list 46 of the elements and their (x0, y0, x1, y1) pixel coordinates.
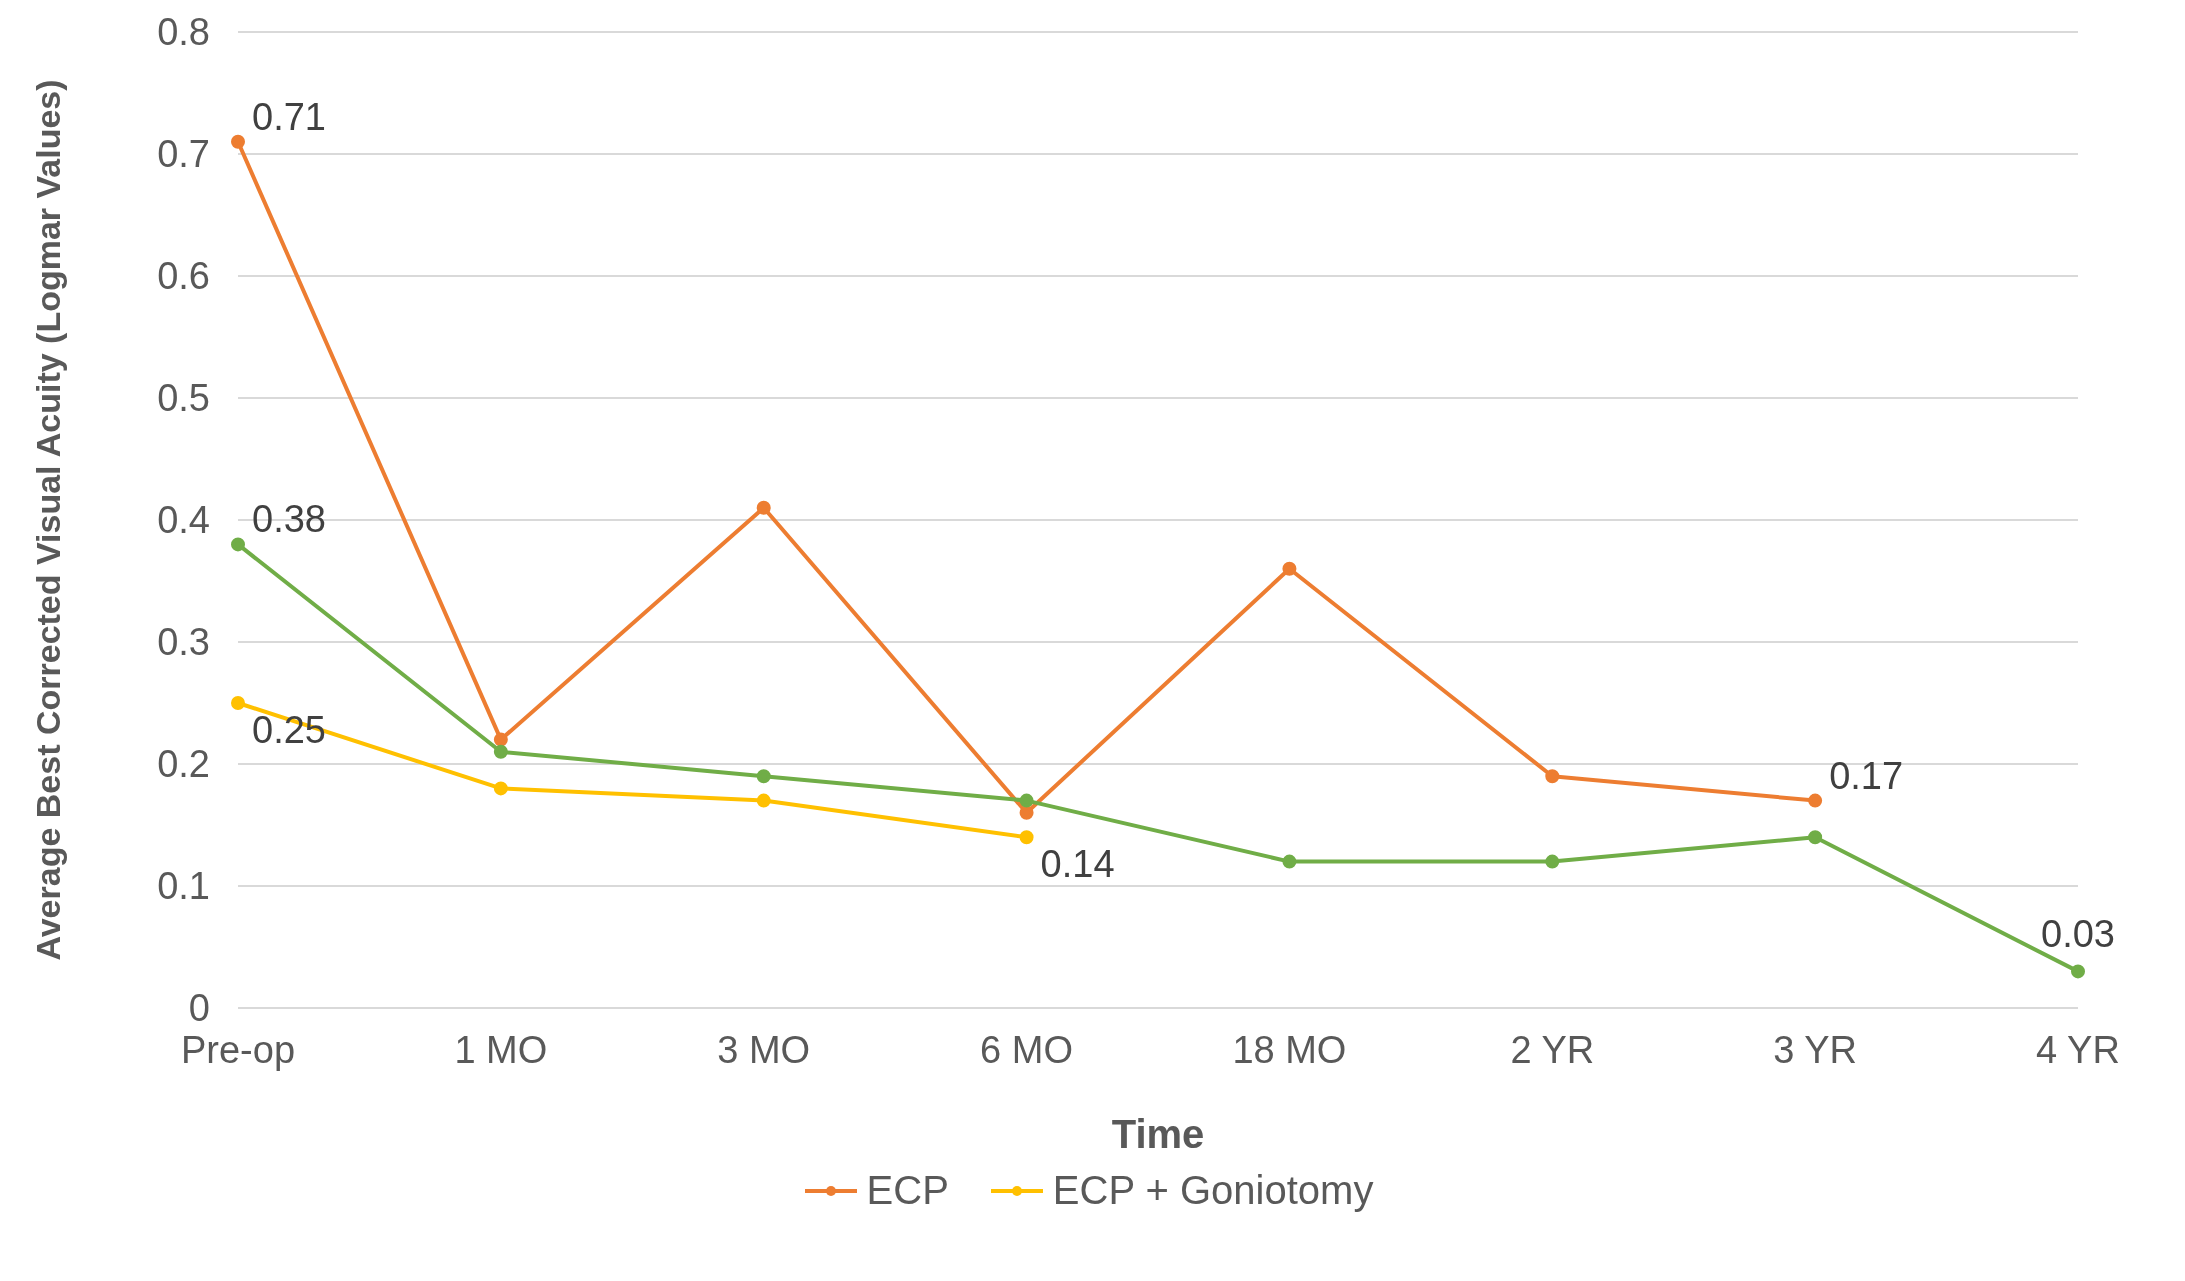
x-tick-label: 2 YR (1510, 1028, 1595, 1071)
point (493, 781, 508, 796)
x-tick-label: 4 YR (2036, 1028, 2120, 1071)
y-tick-label: 0.8 (157, 11, 210, 54)
data-label: 0.71 (252, 95, 326, 138)
x-tick-label: 3 YR (1773, 1028, 1858, 1071)
x-tick-label: 1 MO (454, 1028, 548, 1071)
data-label: 0.17 (1829, 754, 1904, 797)
data-label: 0.38 (252, 498, 326, 541)
y-axis-title: Average Best Corrected Visual Acuity (Logmar Values) (29, 79, 68, 961)
point (756, 793, 771, 808)
point (493, 744, 508, 759)
x-axis-title: Time (1111, 1112, 1205, 1156)
point (756, 500, 771, 515)
point (1808, 830, 1823, 845)
y-tick-label: 0 (188, 987, 210, 1030)
data-label: 0.03 (2041, 913, 2115, 956)
y-tick-label: 0.1 (157, 865, 210, 908)
point (1282, 854, 1297, 869)
y-tick-label: 0.7 (157, 133, 210, 176)
point (231, 537, 245, 552)
point (1019, 830, 1034, 845)
y-tick-label: 0.6 (157, 255, 210, 298)
point (231, 696, 245, 710)
x-tick-label: 6 MO (980, 1028, 1074, 1071)
legend-label: ECP + Goniotomy (1052, 1168, 1374, 1213)
data-label: 0.25 (252, 709, 326, 751)
x-tick-label: 3 MO (717, 1028, 811, 1071)
point (1282, 561, 1297, 576)
legend-label: ECP (866, 1168, 949, 1213)
point (756, 769, 771, 784)
point (2071, 964, 2085, 979)
point (1808, 793, 1823, 808)
y-tick-label: 0.3 (157, 621, 210, 664)
point (231, 134, 245, 149)
y-tick-label: 0.4 (157, 499, 210, 542)
x-tick-label: Pre-op (180, 1028, 296, 1071)
x-tick-label: 18 MO (1232, 1028, 1347, 1071)
point (493, 732, 508, 747)
y-tick-label: 0.5 (157, 377, 210, 420)
y-tick-label: 0.2 (157, 743, 210, 786)
point (1019, 793, 1034, 808)
data-label: 0.14 (1040, 843, 1115, 886)
point (1545, 769, 1560, 784)
point (1545, 854, 1560, 869)
point (1019, 805, 1034, 820)
